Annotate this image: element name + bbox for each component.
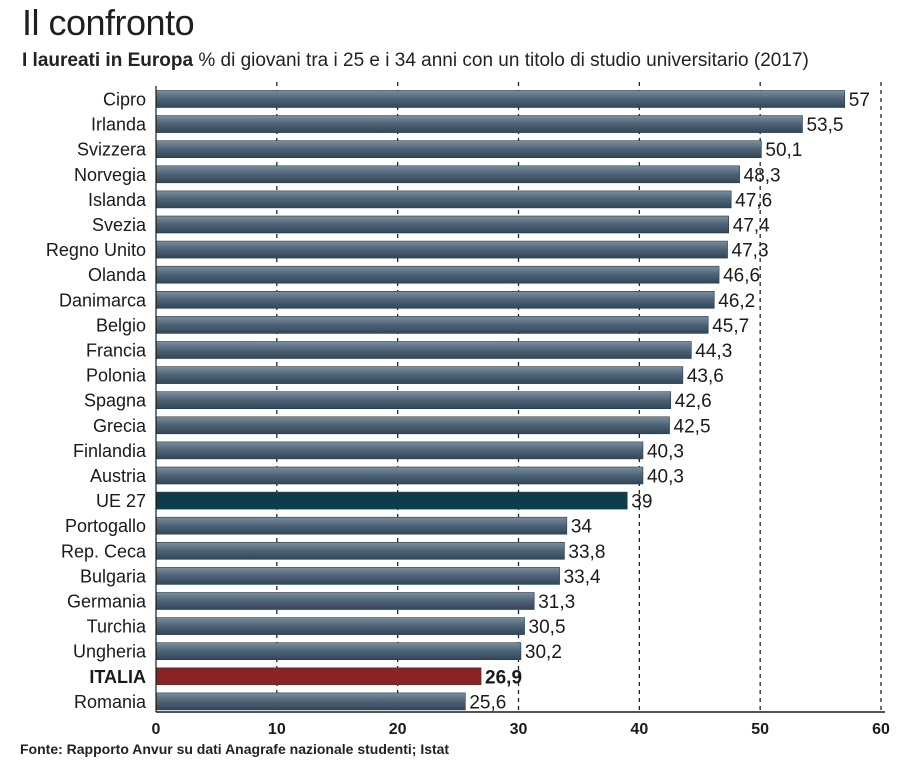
value-label-spagna: 42,6 bbox=[675, 391, 712, 412]
bar-turchia bbox=[155, 617, 525, 635]
value-label-bulgaria: 33,4 bbox=[564, 567, 601, 588]
subtitle-bold: I laureati in Europa bbox=[22, 50, 194, 71]
value-label-ungheria: 30,2 bbox=[525, 642, 562, 663]
category-label-spagna: Spagna bbox=[84, 391, 147, 411]
value-label-italia: 26,9 bbox=[485, 667, 522, 688]
bar-danimarca bbox=[155, 290, 715, 309]
value-label-ue-27: 39 bbox=[631, 492, 652, 513]
value-label-norvegia: 48,3 bbox=[744, 165, 781, 186]
bar-irlanda bbox=[155, 115, 803, 133]
bar-francia bbox=[155, 341, 692, 359]
category-label-germania: Germania bbox=[67, 592, 147, 612]
category-label-romania: Romania bbox=[74, 692, 147, 712]
x-tick-label-10: 10 bbox=[268, 721, 286, 738]
category-label-polonia: Polonia bbox=[86, 366, 147, 386]
subtitle-rest: % di giovani tra i 25 e i 34 anni con un… bbox=[193, 50, 809, 71]
category-label-danimarca: Danimarca bbox=[59, 290, 147, 310]
value-label-germania: 31,3 bbox=[538, 592, 575, 613]
category-label-ungheria: Ungheria bbox=[73, 642, 147, 662]
bar-polonia bbox=[155, 366, 684, 384]
value-label-regno-unito: 47,3 bbox=[732, 241, 769, 262]
category-label-belgio: Belgio bbox=[96, 315, 146, 335]
bar-belgio bbox=[155, 316, 709, 334]
value-label-belgio: 45,7 bbox=[712, 316, 749, 337]
bar-svizzera bbox=[155, 140, 762, 158]
bar-ungheria bbox=[155, 642, 522, 661]
x-tick-label-0: 0 bbox=[152, 721, 161, 738]
category-label-ue-27: UE 27 bbox=[96, 491, 146, 511]
value-label-svezia: 47,4 bbox=[733, 216, 770, 237]
category-label-cipro: Cipro bbox=[103, 90, 146, 110]
value-label-islanda: 47,6 bbox=[735, 190, 772, 211]
value-label-danimarca: 46,2 bbox=[718, 291, 755, 312]
bar-islanda bbox=[155, 190, 732, 209]
chart-title: Il confronto bbox=[22, 2, 195, 43]
category-label-francia: Francia bbox=[86, 341, 147, 361]
value-label-olanda: 46,6 bbox=[723, 266, 760, 287]
category-label-islanda: Islanda bbox=[88, 190, 147, 210]
chart-subtitle: I laureati in Europa % di giovani tra i … bbox=[22, 50, 902, 72]
value-label-francia: 44,3 bbox=[695, 341, 732, 362]
bar-svezia bbox=[155, 215, 730, 234]
x-tick-label-50: 50 bbox=[751, 721, 769, 738]
source-note: Fonte: Rapporto Anvur su dati Anagrafe n… bbox=[20, 741, 450, 757]
bar-olanda bbox=[155, 265, 720, 284]
value-labels: 57 53,550,1 48,3 47,6 47,4 47,3 46,6 46,2 45,7 44… bbox=[469, 90, 870, 713]
value-label-romania: 25,6 bbox=[469, 692, 506, 713]
bar-germania bbox=[155, 592, 535, 610]
bar-ue-27 bbox=[155, 491, 628, 510]
bar-romania bbox=[155, 692, 466, 711]
value-label-rep-ceca: 33,8 bbox=[568, 542, 605, 563]
category-label-norvegia: Norvegia bbox=[74, 165, 147, 185]
category-label-regno-unito: Regno Unito bbox=[46, 240, 146, 260]
category-label-olanda: Olanda bbox=[88, 265, 147, 285]
value-label-cipro: 57 bbox=[849, 90, 870, 111]
category-label-svizzera: Svizzera bbox=[77, 140, 147, 160]
category-label-grecia: Grecia bbox=[93, 416, 147, 436]
bars bbox=[155, 90, 846, 711]
bar-austria bbox=[155, 466, 644, 485]
x-tick-label-40: 40 bbox=[630, 721, 648, 738]
value-label-svizzera: 50,1 bbox=[765, 140, 802, 161]
bar-italia bbox=[155, 667, 482, 686]
value-label-irlanda: 53,5 bbox=[806, 115, 843, 136]
category-label-svezia: Svezia bbox=[92, 215, 147, 235]
value-label-turchia: 30,5 bbox=[529, 617, 566, 638]
bar-grecia bbox=[155, 416, 670, 435]
category-label-italia: ITALIA bbox=[89, 667, 146, 687]
value-label-finlandia: 40,3 bbox=[647, 441, 684, 462]
bar-cipro bbox=[155, 90, 846, 108]
bar-portogallo bbox=[155, 516, 568, 535]
category-label-bulgaria: Bulgaria bbox=[80, 566, 147, 586]
bar-finlandia bbox=[155, 441, 644, 460]
value-label-grecia: 42,5 bbox=[674, 416, 711, 437]
value-label-austria: 40,3 bbox=[647, 467, 684, 488]
bar-bulgaria bbox=[155, 567, 560, 585]
x-tick-label-60: 60 bbox=[872, 721, 890, 738]
bar-spagna bbox=[155, 391, 672, 410]
category-label-turchia: Turchia bbox=[87, 617, 147, 637]
category-label-portogallo: Portogallo bbox=[65, 516, 146, 536]
x-tick-label-20: 20 bbox=[389, 721, 407, 738]
category-label-austria: Austria bbox=[90, 466, 147, 486]
value-label-polonia: 43,6 bbox=[687, 366, 724, 387]
category-label-rep-ceca: Rep. Ceca bbox=[61, 541, 147, 561]
bar-rep-ceca bbox=[155, 541, 565, 560]
bar-norvegia bbox=[155, 165, 740, 184]
bar-regno-unito bbox=[155, 240, 728, 259]
x-tick-label-30: 30 bbox=[510, 721, 528, 738]
x-axis: 0 10 20 30 40 50 60 bbox=[152, 86, 890, 738]
category-label-finlandia: Finlandia bbox=[73, 441, 147, 461]
value-label-portogallo: 34 bbox=[571, 517, 593, 538]
category-label-irlanda: Irlanda bbox=[91, 115, 147, 135]
category-labels: Cipro Irlanda Svizzera Norvegia Islanda Svezi… bbox=[46, 90, 147, 712]
